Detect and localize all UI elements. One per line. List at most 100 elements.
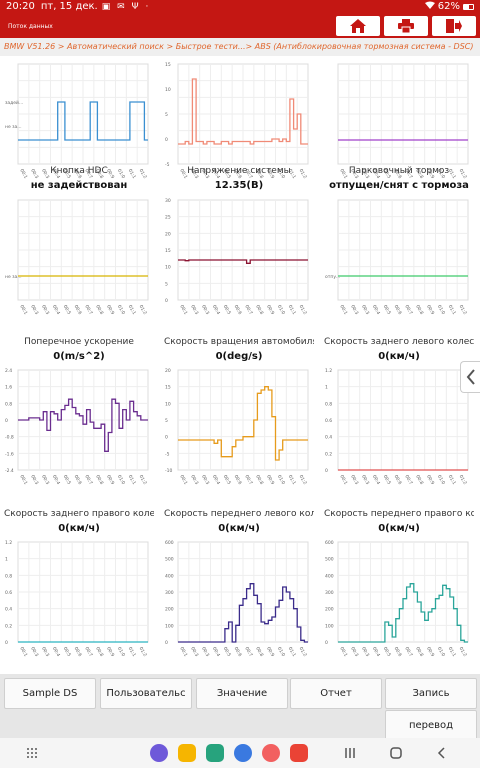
x-tick-label: 00:1 <box>338 304 348 316</box>
x-tick-label: 00:3 <box>200 474 210 486</box>
x-tick-label: 00:9 <box>105 474 115 486</box>
x-tick-label: 01:2 <box>138 646 148 658</box>
data-chart[interactable]: 2.41.60.80-0.8-1.6-2.400:1 00:3 00:3 00:4 00… <box>4 366 152 494</box>
data-chart[interactable]: отпу...00:1 00:3 00:3 00:4 00:5 00:6 00:7 00:8 0… <box>324 196 472 324</box>
x-tick-label: 01:0 <box>116 646 126 658</box>
report-button[interactable]: Отчет <box>290 678 382 709</box>
y-tick-label: 200 <box>165 607 174 613</box>
x-tick-label: 01:1 <box>447 168 457 180</box>
chart-label: Кнопка HDC <box>50 166 108 176</box>
x-tick-label: 00:7 <box>243 646 253 658</box>
exit-button[interactable] <box>432 16 476 36</box>
x-tick-label: 00:9 <box>265 168 275 180</box>
print-button[interactable] <box>384 16 428 36</box>
y-tick-label: 0.2 <box>5 623 12 629</box>
x-tick-label: 00:4 <box>211 304 221 316</box>
y-tick-label: -5 <box>165 162 170 168</box>
x-tick-label: 00:8 <box>94 646 104 658</box>
x-tick-label: 01:0 <box>436 168 446 180</box>
notes-app-icon[interactable] <box>290 744 308 762</box>
series-line <box>338 583 468 643</box>
x-tick-label: 01:1 <box>287 168 297 180</box>
x-tick-label: 00:8 <box>254 168 264 180</box>
y-tick-label: 0 <box>165 435 168 441</box>
y-tick-label: 0 <box>165 298 168 304</box>
x-tick-label: 00:3 <box>189 474 199 486</box>
y-tick-label: 0.4 <box>325 435 332 441</box>
series-line <box>178 78 308 145</box>
x-tick-label: 00:4 <box>371 646 381 658</box>
x-tick-label: 00:4 <box>51 474 61 486</box>
x-tick-label: 00:1 <box>18 168 28 180</box>
data-chart[interactable]: не за...00:1 00:3 00:3 00:4 00:5 00:6 00:7 00:8… <box>4 196 152 324</box>
x-tick-label: 00:4 <box>211 474 221 486</box>
chart-value: 0(км/ч) <box>58 523 100 534</box>
x-tick-label: 00:1 <box>178 168 188 180</box>
translate-button[interactable]: перевод <box>385 710 477 741</box>
y-tick-label: -10 <box>165 468 172 474</box>
data-chart[interactable]: 00:1 00:3 00:3 00:4 00:5 00:6 00:7 00:8 00:9 01:0… <box>324 60 472 188</box>
x-tick-label: 00:7 <box>243 304 253 316</box>
y-tick-label: 1.2 <box>5 540 12 546</box>
series-line <box>178 386 308 461</box>
messenger-app-icon[interactable] <box>150 744 168 762</box>
x-tick-label: 00:1 <box>338 168 348 180</box>
status-time: 20:20 <box>6 1 35 12</box>
x-tick-label: 00:1 <box>338 646 348 658</box>
contacts-app-icon[interactable] <box>262 744 280 762</box>
side-panel-toggle[interactable] <box>460 361 480 393</box>
x-tick-label: 00:3 <box>29 168 39 180</box>
x-tick-label: 01:2 <box>298 304 308 316</box>
x-tick-label: 00:8 <box>94 168 104 180</box>
x-tick-label: 00:5 <box>62 168 72 180</box>
x-tick-label: 01:1 <box>127 474 137 486</box>
x-tick-label: 01:0 <box>436 304 446 316</box>
chart-label: Поперечное ускорение <box>24 337 134 347</box>
x-tick-label: 00:6 <box>73 646 83 658</box>
notification-icons: ▣ ✉ Ψ · <box>101 2 151 12</box>
x-tick-label: 00:3 <box>200 646 210 658</box>
recent-apps-icon[interactable] <box>344 747 356 759</box>
x-tick-label: 00:6 <box>73 168 83 180</box>
x-tick-label: 01:0 <box>276 646 286 658</box>
home-button[interactable] <box>336 16 380 36</box>
series-line <box>178 259 308 264</box>
x-tick-label: 00:9 <box>105 646 115 658</box>
custom-button[interactable]: Пользовательс <box>100 678 192 709</box>
y-tick-label: 1.6 <box>5 385 12 391</box>
y-tick-label: 0.6 <box>325 418 332 424</box>
y-tick-label: -0.8 <box>5 435 14 441</box>
calendar-app-icon[interactable] <box>206 744 224 762</box>
y-tick-label: 500 <box>325 557 334 563</box>
y-tick-label: -1.6 <box>5 451 14 457</box>
apps-grid-icon[interactable] <box>26 747 38 759</box>
y-tick-label: 10 <box>165 401 171 407</box>
back-nav-icon[interactable] <box>436 747 448 759</box>
chart-label: Скорость вращения автомобиля в... <box>164 337 314 347</box>
x-tick-label: 00:8 <box>254 646 264 658</box>
data-chart[interactable]: задей...не за...00:1 00:3 00:3 00:4 00:5 00:6… <box>4 60 152 188</box>
y-tick-label: 2.4 <box>5 368 12 374</box>
x-tick-label: 00:3 <box>349 474 359 486</box>
x-tick-label: 01:0 <box>276 304 286 316</box>
files-app-icon[interactable] <box>178 744 196 762</box>
x-tick-label: 00:5 <box>382 646 392 658</box>
y-tick-label: 5 <box>165 418 168 424</box>
y-tick-label: 0 <box>325 468 328 474</box>
x-tick-label: 00:4 <box>211 168 221 180</box>
record-button[interactable]: Запись <box>385 678 477 709</box>
x-tick-label: 00:6 <box>393 646 403 658</box>
x-tick-label: 00:4 <box>51 646 61 658</box>
home-nav-icon[interactable] <box>390 747 402 759</box>
sample-ds-button[interactable]: Sample DS <box>4 678 96 709</box>
x-tick-label: 00:7 <box>83 168 93 180</box>
value-button[interactable]: Значение <box>196 678 288 709</box>
chat-app-icon[interactable] <box>234 744 252 762</box>
